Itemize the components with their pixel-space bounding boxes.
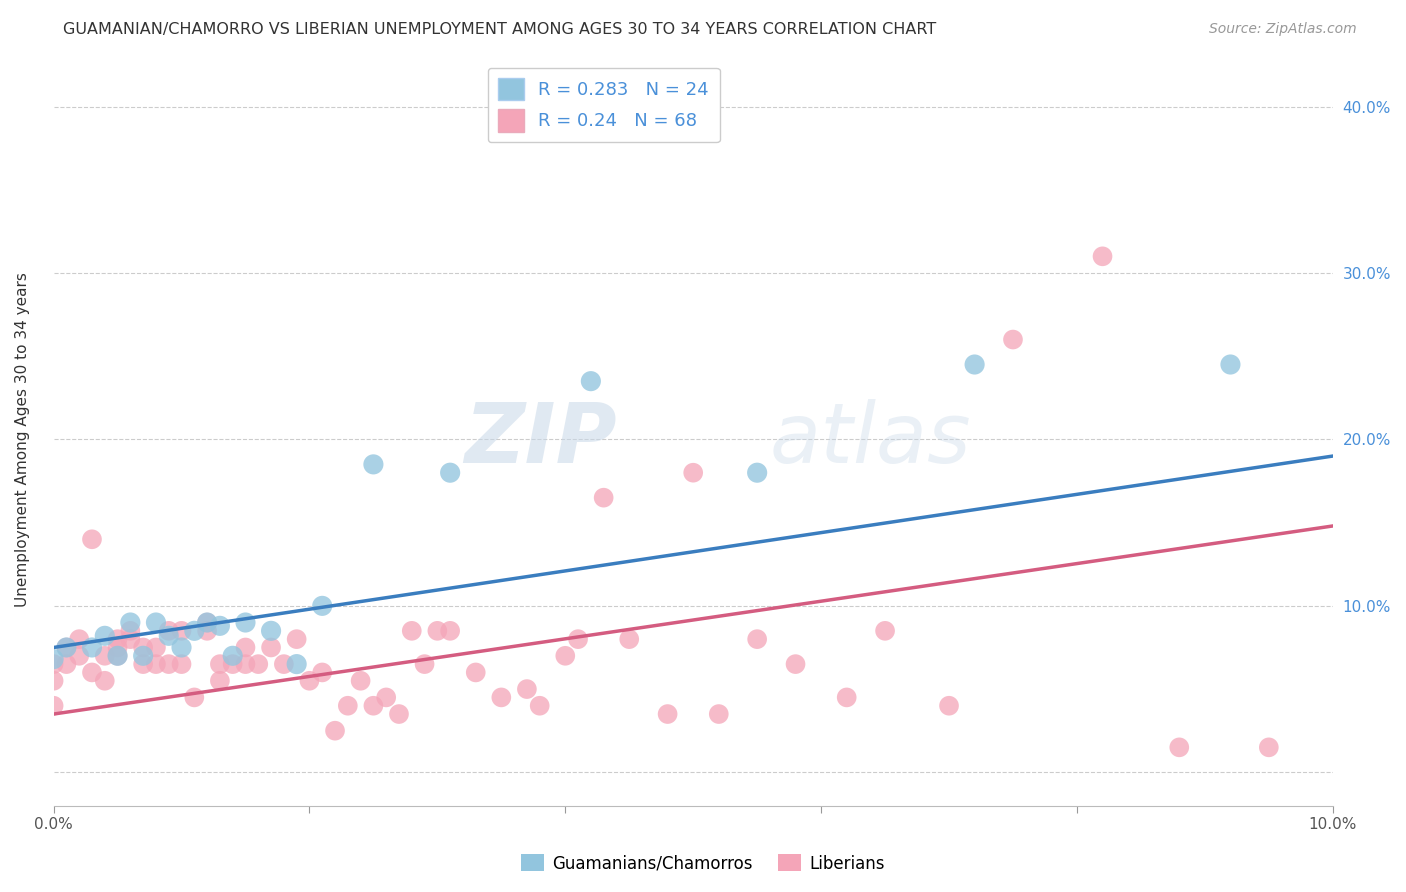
Point [567, 632, 589, 647]
Point [107, 648, 129, 663]
Point [107, 632, 129, 647]
Legend: R = 0.283   N = 24, R = 0.24   N = 68: R = 0.283 N = 24, R = 0.24 N = 68 [488, 68, 720, 143]
Point [208, 673, 231, 688]
Legend: Guamanians/Chamorros, Liberians: Guamanians/Chamorros, Liberians [515, 847, 891, 880]
Point [747, 466, 769, 480]
Point [195, 615, 218, 630]
Point [55, 640, 77, 655]
Point [235, 640, 257, 655]
Point [516, 682, 538, 697]
Point [682, 466, 704, 480]
Point [260, 640, 283, 655]
Point [491, 690, 513, 705]
Point [94, 629, 117, 643]
Point [363, 458, 385, 472]
Point [120, 632, 142, 647]
Point [42, 698, 65, 713]
Point [120, 615, 142, 630]
Point [1091, 249, 1114, 263]
Point [426, 624, 449, 638]
Point [67, 648, 90, 663]
Text: ZIP: ZIP [464, 399, 616, 480]
Point [183, 624, 205, 638]
Point [554, 648, 576, 663]
Point [1001, 333, 1024, 347]
Point [42, 657, 65, 672]
Point [170, 640, 193, 655]
Point [195, 624, 218, 638]
Point [401, 624, 423, 638]
Point [107, 640, 129, 655]
Point [1168, 740, 1191, 755]
Point [747, 632, 769, 647]
Point [1257, 740, 1279, 755]
Point [235, 615, 257, 630]
Point [247, 657, 270, 672]
Point [157, 629, 180, 643]
Point [963, 358, 986, 372]
Point [439, 466, 461, 480]
Text: atlas: atlas [770, 399, 972, 480]
Point [873, 624, 896, 638]
Point [298, 673, 321, 688]
Point [657, 707, 679, 722]
Point [464, 665, 486, 680]
Point [208, 657, 231, 672]
Point [183, 690, 205, 705]
Point [311, 599, 333, 613]
Point [235, 657, 257, 672]
Point [80, 640, 103, 655]
Point [55, 657, 77, 672]
Point [170, 657, 193, 672]
Point [938, 698, 960, 713]
Point [42, 652, 65, 666]
Point [120, 624, 142, 638]
Point [285, 632, 308, 647]
Point [835, 690, 858, 705]
Point [170, 624, 193, 638]
Point [208, 619, 231, 633]
Point [413, 657, 436, 672]
Point [260, 624, 283, 638]
Point [80, 665, 103, 680]
Point [145, 657, 167, 672]
Point [132, 648, 155, 663]
Point [67, 632, 90, 647]
Point [94, 648, 117, 663]
Point [336, 698, 359, 713]
Point [157, 624, 180, 638]
Point [785, 657, 807, 672]
Point [195, 615, 218, 630]
Point [145, 615, 167, 630]
Point [145, 640, 167, 655]
Point [707, 707, 730, 722]
Text: GUAMANIAN/CHAMORRO VS LIBERIAN UNEMPLOYMENT AMONG AGES 30 TO 34 YEARS CORRELATIO: GUAMANIAN/CHAMORRO VS LIBERIAN UNEMPLOYM… [63, 22, 936, 37]
Point [323, 723, 346, 738]
Point [529, 698, 551, 713]
Point [388, 707, 411, 722]
Point [619, 632, 641, 647]
Point [42, 673, 65, 688]
Point [285, 657, 308, 672]
Point [94, 673, 117, 688]
Point [349, 673, 371, 688]
Point [222, 657, 245, 672]
Point [273, 657, 295, 672]
Y-axis label: Unemployment Among Ages 30 to 34 years: Unemployment Among Ages 30 to 34 years [15, 272, 30, 607]
Point [1219, 358, 1241, 372]
Point [363, 698, 385, 713]
Point [592, 491, 614, 505]
Point [439, 624, 461, 638]
Point [222, 648, 245, 663]
Text: Source: ZipAtlas.com: Source: ZipAtlas.com [1209, 22, 1357, 37]
Point [80, 533, 103, 547]
Point [375, 690, 398, 705]
Point [132, 640, 155, 655]
Point [579, 374, 602, 388]
Point [107, 648, 129, 663]
Point [157, 657, 180, 672]
Point [55, 640, 77, 655]
Point [132, 657, 155, 672]
Point [311, 665, 333, 680]
